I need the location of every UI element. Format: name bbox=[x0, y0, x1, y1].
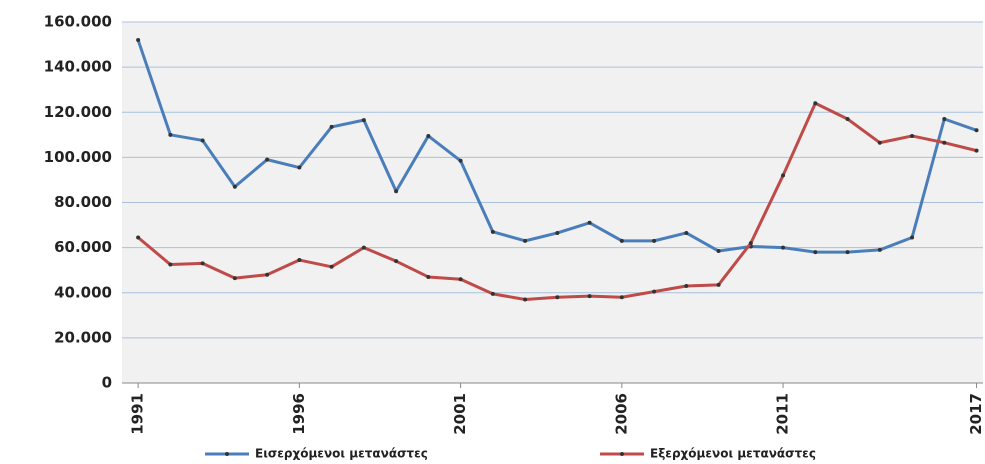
legend-label: Εισερχόμενοι μετανάστες bbox=[255, 447, 428, 461]
point bbox=[136, 38, 141, 43]
point bbox=[361, 245, 366, 250]
point bbox=[942, 117, 947, 122]
point bbox=[523, 297, 528, 302]
y-tick-label: 20.000 bbox=[54, 328, 112, 346]
point bbox=[652, 238, 657, 243]
point bbox=[523, 238, 528, 243]
x-tick-label: 1991 bbox=[129, 393, 147, 435]
point bbox=[555, 295, 560, 300]
y-tick-label: 60.000 bbox=[54, 238, 112, 256]
point bbox=[490, 229, 495, 234]
point bbox=[845, 117, 850, 122]
point bbox=[490, 291, 495, 296]
point bbox=[458, 158, 463, 163]
y-tick-label: 120.000 bbox=[44, 103, 112, 121]
point bbox=[587, 220, 592, 225]
point bbox=[136, 235, 141, 240]
point bbox=[168, 262, 173, 267]
y-tick-label: 0 bbox=[102, 374, 112, 392]
point bbox=[781, 245, 786, 250]
point bbox=[619, 295, 624, 300]
legend-marker bbox=[620, 452, 624, 456]
point bbox=[942, 140, 947, 145]
point bbox=[877, 247, 882, 252]
y-tick-label: 40.000 bbox=[54, 283, 112, 301]
point bbox=[587, 294, 592, 299]
point bbox=[748, 241, 753, 246]
point bbox=[684, 230, 689, 235]
point bbox=[716, 249, 721, 254]
legend-label: Εξερχόμενοι μετανάστες bbox=[650, 447, 816, 461]
point bbox=[813, 250, 818, 255]
point bbox=[813, 101, 818, 106]
point bbox=[555, 230, 560, 235]
x-tick-label: 2017 bbox=[967, 393, 985, 435]
y-tick-label: 160.000 bbox=[44, 13, 112, 31]
point bbox=[619, 238, 624, 243]
point bbox=[329, 264, 334, 269]
point bbox=[684, 283, 689, 288]
point bbox=[361, 118, 366, 123]
x-tick-label: 2011 bbox=[774, 393, 792, 435]
point bbox=[200, 138, 205, 143]
x-tick-label: 2001 bbox=[451, 393, 469, 435]
point bbox=[200, 261, 205, 266]
point bbox=[426, 274, 431, 279]
point bbox=[232, 184, 237, 189]
point bbox=[910, 133, 915, 138]
legend-marker bbox=[225, 452, 229, 456]
point bbox=[265, 272, 270, 277]
point bbox=[265, 157, 270, 162]
point bbox=[974, 148, 979, 153]
y-tick-label: 100.000 bbox=[44, 148, 112, 166]
y-tick-label: 140.000 bbox=[44, 58, 112, 76]
point bbox=[329, 124, 334, 129]
point bbox=[781, 173, 786, 178]
point bbox=[168, 132, 173, 137]
point bbox=[877, 140, 882, 145]
point bbox=[910, 235, 915, 240]
point bbox=[297, 258, 302, 263]
x-tick-label: 1996 bbox=[290, 393, 308, 435]
point bbox=[426, 133, 431, 138]
point bbox=[652, 289, 657, 294]
point bbox=[458, 277, 463, 282]
point bbox=[974, 128, 979, 133]
point bbox=[297, 165, 302, 170]
x-tick-label: 2006 bbox=[612, 393, 630, 435]
point bbox=[394, 259, 399, 264]
point bbox=[232, 276, 237, 281]
point bbox=[394, 189, 399, 194]
point bbox=[716, 282, 721, 287]
y-tick-label: 80.000 bbox=[54, 193, 112, 211]
point bbox=[845, 250, 850, 255]
